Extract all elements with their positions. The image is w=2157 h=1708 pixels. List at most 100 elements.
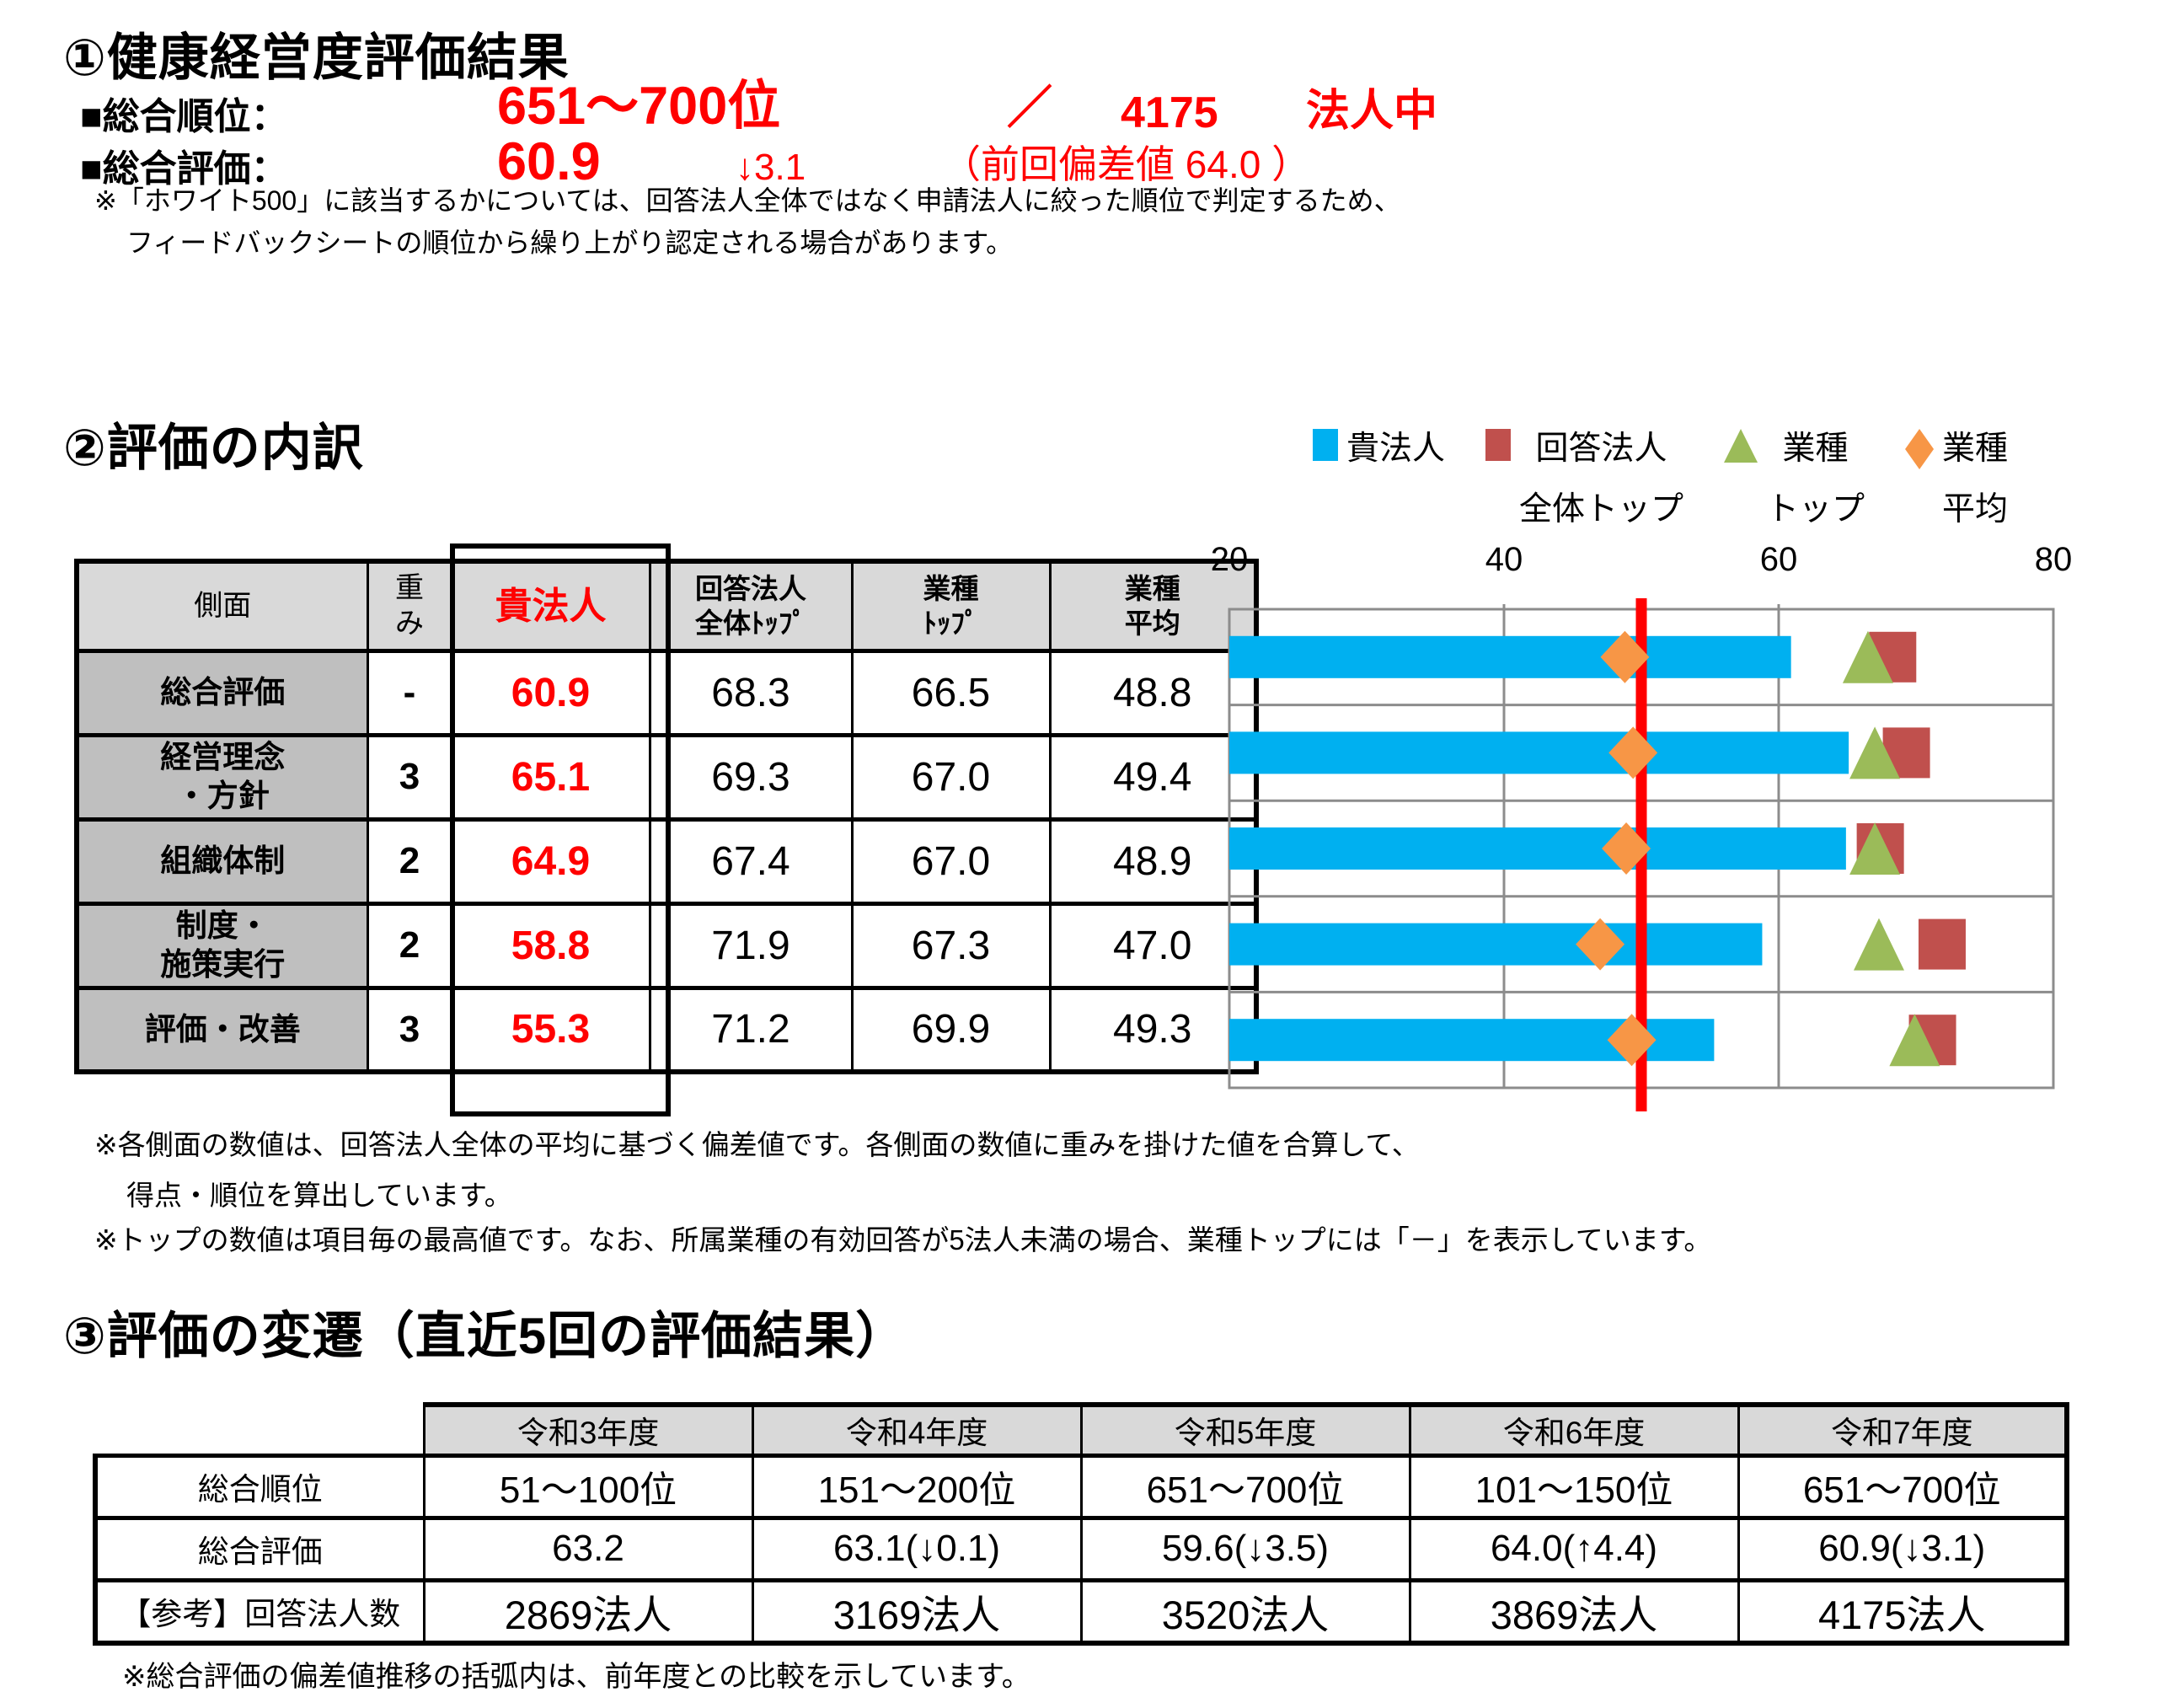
own-score: 55.3 xyxy=(450,985,651,1074)
count-cell: 4175法人 xyxy=(1737,1577,2069,1646)
own-series-marker-icon xyxy=(1313,429,1338,461)
row-label: 組織体制 xyxy=(75,817,369,905)
history-row-rank: 総合順位 51～100位 151～200位 651～700位 101～150位 … xyxy=(93,1453,2069,1519)
own-score-bar xyxy=(1229,731,1849,774)
own-score-bar xyxy=(1229,923,1763,966)
table-row-programs: 制度・ 施策実行 2 58.8 71.9 67.3 47.0 xyxy=(75,901,1258,989)
industry-average-marker xyxy=(1576,918,1625,971)
legend-item-own: 貴法人 xyxy=(1313,419,1445,479)
industry-top-score: 67.0 xyxy=(850,817,1052,905)
header-respondent-top: 回答法人 全体ﾄｯﾌﾟ xyxy=(648,560,854,652)
respondent-top-score: 67.4 xyxy=(648,817,854,905)
industry-average-marker xyxy=(1602,822,1651,875)
history-row-label: 総合評価 xyxy=(93,1515,426,1582)
industry-top-score: 69.9 xyxy=(850,985,1052,1074)
evaluation-breakdown-chart xyxy=(1228,598,2055,1111)
score-cell: 59.6(↓3.5) xyxy=(1079,1515,1411,1582)
industry-top-marker xyxy=(1849,726,1901,779)
row-weight: 3 xyxy=(366,732,453,821)
header-aspect: 側面 xyxy=(75,560,369,652)
year-header: 令和3年度 xyxy=(422,1402,754,1457)
own-score: 65.1 xyxy=(450,732,651,821)
chart-legend: 貴法人 回答法人 全体トップ 業種 トップ 業種 平均 xyxy=(1313,419,2008,540)
industry-average-score: 48.8 xyxy=(1048,648,1258,736)
year-header: 令和5年度 xyxy=(1079,1402,1411,1457)
legend-label: 貴法人 xyxy=(1346,431,1446,467)
respondent-top-score: 71.9 xyxy=(648,901,854,989)
history-row-respondent-count: 【参考】回答法人数 2869法人 3169法人 3520法人 3869法人 41… xyxy=(93,1577,2069,1646)
rank-cell: 651～700位 xyxy=(1737,1453,2069,1519)
score-value: 60.9 xyxy=(497,132,601,191)
history-row-label: 【参考】回答法人数 xyxy=(93,1577,426,1646)
history-header-blank xyxy=(95,1405,424,1455)
rank-value: 651～700位 xyxy=(497,77,781,136)
year-header: 令和6年度 xyxy=(1408,1402,1740,1457)
industry-average-marker xyxy=(1600,630,1650,683)
rank-cell: 651～700位 xyxy=(1079,1453,1411,1519)
row-weight: - xyxy=(366,648,453,736)
rank-label: ■総合順位： xyxy=(80,96,288,137)
industry-top-marker xyxy=(1889,1014,1940,1067)
history-header-row: 令和3年度 令和4年度 令和5年度 令和6年度 令和7年度 xyxy=(95,1402,2069,1457)
industry-top-score: 67.3 xyxy=(850,901,1052,989)
legend-item-industry-top: 業種 トップ xyxy=(1724,419,1865,540)
legend-label: 業種 トップ xyxy=(1766,431,1865,528)
respondent-top-marker-icon xyxy=(1485,429,1512,461)
rank-cell: 51～100位 xyxy=(422,1453,754,1519)
respondent-top-score: 71.2 xyxy=(648,985,854,1074)
section2-note-line3: ※トップの数値は項目毎の最高値です。なお、所属業種の有効回答が5法人未満の場合、… xyxy=(94,1224,1712,1256)
own-score: 60.9 xyxy=(450,648,651,736)
respondent-top-score: 69.3 xyxy=(648,732,854,821)
industry-average-score: 47.0 xyxy=(1048,901,1258,989)
row-label: 評価・改善 xyxy=(75,985,369,1074)
row-label: 制度・ 施策実行 xyxy=(75,901,369,989)
rank-cell: 151～200位 xyxy=(751,1453,1083,1519)
row-weight: 2 xyxy=(366,901,453,989)
score-cell: 63.2 xyxy=(422,1515,754,1582)
evaluation-breakdown-table: 側面 重 み 貴法人 回答法人 全体ﾄｯﾌﾟ 業種 ﾄｯﾌﾟ 業種 平均 総合評… xyxy=(74,559,1259,1074)
score-cell: 63.1(↓0.1) xyxy=(751,1515,1083,1582)
section2-note-line2: 得点・順位を算出しています。 xyxy=(126,1180,512,1211)
score-label: ■総合評価： xyxy=(80,148,288,190)
industry-top-marker-icon xyxy=(1724,429,1758,463)
score-change: ↓3.1 xyxy=(736,147,806,188)
table-row-organization: 組織体制 2 64.9 67.4 67.0 48.9 xyxy=(75,817,1258,905)
respondent-top-marker xyxy=(1918,918,1966,970)
x-axis-tick-label: 80 xyxy=(2034,541,2073,578)
industry-top-score: 67.0 xyxy=(850,732,1052,821)
section1-note-line1: ※「ホワイト500」に該当するかについては、回答法人全体ではなく申請法人に絞った… xyxy=(94,185,1401,216)
section2-title: ②評価の内訳 xyxy=(63,420,364,476)
x-axis-tick-label: 20 xyxy=(1210,541,1249,578)
row-label: 総合評価 xyxy=(75,648,369,736)
history-row-score: 総合評価 63.2 63.1(↓0.1) 59.6(↓3.5) 64.0(↑4.… xyxy=(93,1515,2069,1582)
industry-top-marker xyxy=(1853,918,1904,971)
industry-average-score: 49.3 xyxy=(1048,985,1258,1074)
count-cell: 3169法人 xyxy=(751,1577,1083,1646)
header-industry-average: 業種 平均 xyxy=(1048,560,1258,652)
industry-top-marker xyxy=(1842,630,1893,683)
chart-x-axis: 20 40 60 80 xyxy=(1211,541,2073,583)
industry-average-marker xyxy=(1608,726,1658,779)
industry-average-score: 48.9 xyxy=(1048,817,1258,905)
own-score-bar xyxy=(1229,827,1846,870)
table-header-row: 側面 重 み 貴法人 回答法人 全体ﾄｯﾌﾟ 業種 ﾄｯﾌﾟ 業種 平均 xyxy=(75,560,1258,652)
row-weight: 2 xyxy=(366,817,453,905)
legend-item-respondent-top: 回答法人 全体トップ xyxy=(1485,419,1683,540)
count-cell: 3520法人 xyxy=(1079,1577,1411,1646)
rank-slash: ／ xyxy=(1007,83,1052,133)
industry-top-marker xyxy=(1849,822,1901,875)
year-header: 令和7年度 xyxy=(1737,1402,2069,1457)
legend-label: 回答法人 全体トップ xyxy=(1519,431,1684,528)
own-score: 58.8 xyxy=(450,901,651,989)
section2-note-line1: ※各側面の数値は、回答法人全体の平均に基づく偏差値です。各側面の数値に重みを掛け… xyxy=(94,1129,1420,1160)
rank-cell: 101～150位 xyxy=(1408,1453,1740,1519)
score-prev-value: （前回偏差値 64.0 ） xyxy=(942,142,1311,186)
industry-average-marker-icon xyxy=(1905,429,1935,469)
history-row-label: 総合順位 xyxy=(93,1453,426,1519)
section3-note: ※総合評価の偏差値推移の括弧内は、前年度との比較を示しています。 xyxy=(122,1661,1030,1693)
industry-average-marker xyxy=(1607,1014,1657,1067)
own-score-bar xyxy=(1229,635,1791,678)
legend-label: 業種 平均 xyxy=(1942,431,2009,528)
section3-title: ③評価の変遷（直近5回の評価結果） xyxy=(63,1308,907,1364)
